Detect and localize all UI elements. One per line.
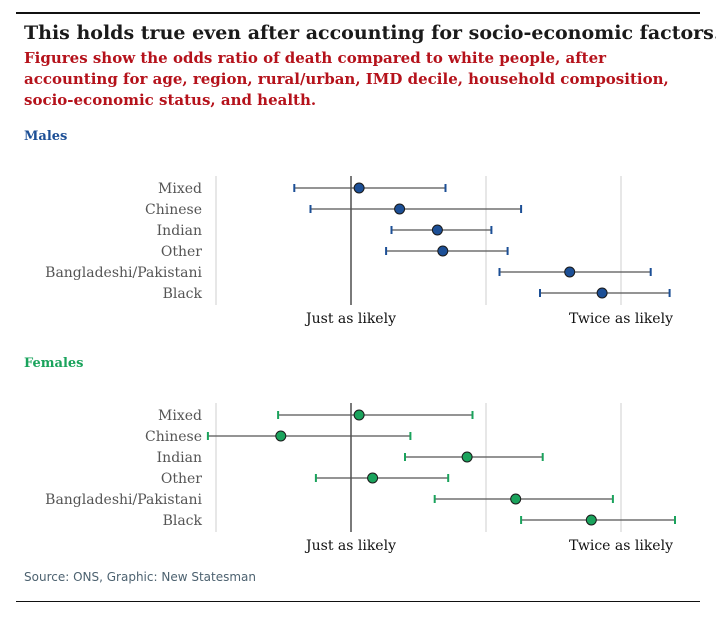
females-tick-label: Just as likely [304,538,396,554]
males-estimate-point [437,245,449,257]
females-category-label: Chinese [145,429,202,445]
chart-title: This holds true even after accounting fo… [24,22,716,44]
females-estimate-point [275,430,287,442]
females-panel-label: Females [24,356,84,371]
males-estimate-point [394,203,406,215]
females-estimate-point [461,451,473,463]
bottom-rule [16,601,700,602]
males-category-label: Chinese [145,202,202,218]
females-category-label: Mixed [158,408,202,424]
females-estimate-point [585,514,597,526]
males-estimate-point [564,266,576,278]
males-tick-label: Twice as likely [569,311,673,327]
males-estimate-point [353,182,365,194]
top-rule [16,12,700,14]
males-category-label: Indian [157,223,202,239]
females-forest-plot: Mixed Chinese Indian Other Bangladeshi/Pakis… [45,403,676,554]
females-category-label: Indian [157,450,202,466]
females-estimate-point [510,493,522,505]
males-estimate-point [431,224,443,236]
males-category-label: Mixed [158,181,202,197]
males-estimate-point [596,287,608,299]
females-category-label: Black [163,513,203,529]
source-note: Source: ONS, Graphic: New Statesman [24,570,256,584]
males-panel-label: Males [24,129,68,144]
chart-subtitle: Figures show the odds ratio of death com… [24,49,669,109]
females-tick-label: Twice as likely [569,538,673,554]
females-estimate-point [353,409,365,421]
females-category-label: Bangladeshi/Pakistani [45,492,202,508]
males-category-label: Other [161,244,202,260]
males-category-label: Bangladeshi/Pakistani [45,265,202,281]
females-estimate-point [367,472,379,484]
females-category-label: Other [161,471,202,487]
males-forest-plot: Mixed Chinese Indian Other Bangladeshi/Pakis… [45,176,673,327]
males-category-label: Black [163,286,203,302]
males-tick-label: Just as likely [304,311,396,327]
